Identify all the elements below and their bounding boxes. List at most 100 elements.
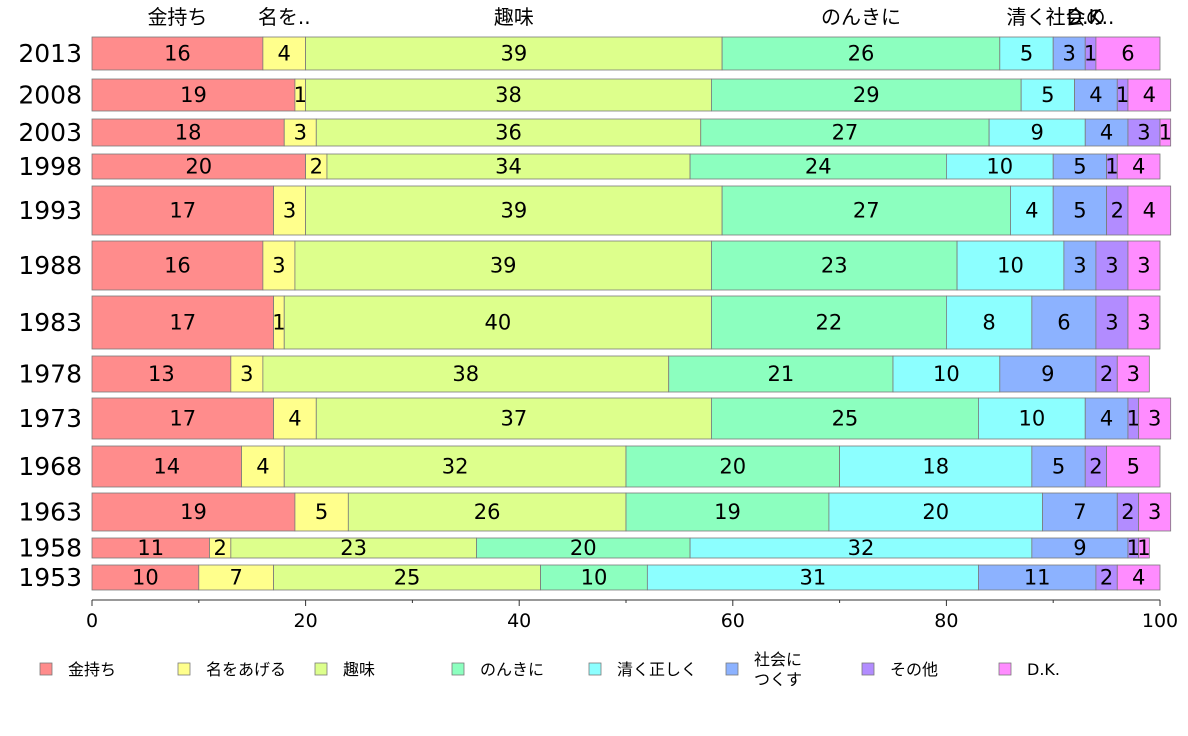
legend-label: その他 — [890, 660, 938, 679]
data-label: 4 — [1143, 199, 1156, 223]
data-label: 3 — [1127, 362, 1140, 386]
data-label: 17 — [169, 199, 196, 223]
top-segment-label: 趣味 — [494, 5, 534, 29]
bar-segment — [668, 355, 894, 393]
bar-segment — [1052, 36, 1086, 71]
data-label: 20 — [185, 155, 212, 179]
data-label: 1 — [1127, 536, 1140, 560]
legend-swatch — [39, 662, 53, 676]
bar-segment — [999, 36, 1054, 71]
bar-segment — [1127, 78, 1172, 112]
bar-segment — [315, 118, 702, 147]
data-label: 1 — [1159, 121, 1172, 145]
data-label: 25 — [832, 407, 859, 431]
bar-segment — [711, 397, 979, 440]
data-label: 26 — [474, 500, 501, 524]
top-segment-label: のんきに — [821, 5, 901, 29]
data-label: 40 — [484, 311, 511, 335]
top-segment-label: 名を.. — [258, 5, 311, 29]
top-segment-label: D.K.. — [1067, 5, 1115, 29]
bar-segment — [230, 355, 264, 393]
data-label: 5 — [1041, 83, 1054, 107]
bar-segment — [1095, 295, 1129, 350]
bar-segment — [1095, 36, 1161, 71]
legend-label-line: D.K. — [1027, 660, 1060, 679]
bar-segment — [828, 492, 1043, 532]
bar-segment — [294, 492, 349, 532]
data-label: 4 — [1143, 83, 1156, 107]
x-tick-label: 60 — [721, 610, 745, 632]
year-label: 2013 — [18, 39, 82, 68]
year-label: 2008 — [18, 81, 82, 110]
legend-swatch — [177, 662, 191, 676]
bar-segment — [315, 397, 712, 440]
data-label: 2 — [213, 536, 226, 560]
data-label: 2 — [1100, 362, 1113, 386]
data-label: 24 — [805, 155, 832, 179]
data-label: 9 — [1041, 362, 1054, 386]
legend-label: 社会につくす — [754, 650, 802, 689]
year-label: 1988 — [18, 251, 82, 280]
data-label: 37 — [500, 407, 527, 431]
data-label: 2 — [1089, 455, 1102, 479]
legend-swatch — [588, 662, 602, 676]
legend-swatch — [314, 662, 328, 676]
data-label: 4 — [256, 455, 269, 479]
bar-segment — [1116, 153, 1161, 180]
year-label: 1953 — [18, 563, 82, 592]
bar-segment — [305, 78, 712, 112]
bar-segment — [711, 240, 958, 291]
legend-label-line: つくす — [754, 670, 802, 689]
bar-segment — [988, 118, 1086, 147]
data-label: 1 — [1105, 155, 1118, 179]
x-tick-label: 20 — [294, 610, 318, 632]
data-label: 4 — [1089, 83, 1102, 107]
data-label: 10 — [132, 566, 159, 590]
bar-segment — [241, 445, 285, 488]
data-label: 7 — [1073, 500, 1086, 524]
data-label: 4 — [278, 42, 291, 66]
year-label: 1983 — [18, 308, 82, 337]
bar-segment — [689, 153, 947, 180]
bar-segment — [999, 355, 1097, 393]
legend-label: D.K. — [1027, 660, 1060, 679]
year-label: 2003 — [18, 118, 82, 147]
data-label: 3 — [1148, 500, 1161, 524]
data-label: 23 — [821, 254, 848, 278]
data-label: 11 — [1024, 566, 1051, 590]
bar-segment — [1052, 185, 1107, 236]
data-label: 4 — [1100, 407, 1113, 431]
data-label: 3 — [1148, 407, 1161, 431]
data-label: 21 — [767, 362, 794, 386]
data-label: 34 — [495, 155, 522, 179]
bar-segment — [273, 397, 317, 440]
data-label: 10 — [581, 566, 608, 590]
data-label: 16 — [164, 254, 191, 278]
data-label: 4 — [1132, 155, 1145, 179]
data-label: 5 — [315, 500, 328, 524]
bar-segment — [1116, 564, 1161, 591]
legend-swatch — [861, 662, 875, 676]
data-label: 20 — [719, 455, 746, 479]
bar-segment — [625, 492, 830, 532]
bar-segment — [91, 240, 264, 291]
data-label: 10 — [986, 155, 1013, 179]
bar-segment — [294, 240, 712, 291]
legend-label: 金持ち — [68, 660, 116, 679]
bar-segment — [1084, 118, 1129, 147]
legend-swatch — [998, 662, 1012, 676]
year-label: 1973 — [18, 404, 82, 433]
bar-segment — [91, 78, 296, 112]
bar-segment — [721, 36, 1001, 71]
data-label: 17 — [169, 407, 196, 431]
data-label: 1 — [1137, 536, 1150, 560]
data-label: 3 — [1137, 254, 1150, 278]
bar-segment — [283, 295, 712, 350]
bar-segment — [625, 445, 841, 488]
bar-segment — [326, 153, 691, 180]
data-label: 3 — [272, 254, 285, 278]
data-label: 18 — [175, 121, 202, 145]
data-label: 4 — [1100, 121, 1113, 145]
bar-segment — [1020, 78, 1075, 112]
bar-segment — [1127, 118, 1161, 147]
